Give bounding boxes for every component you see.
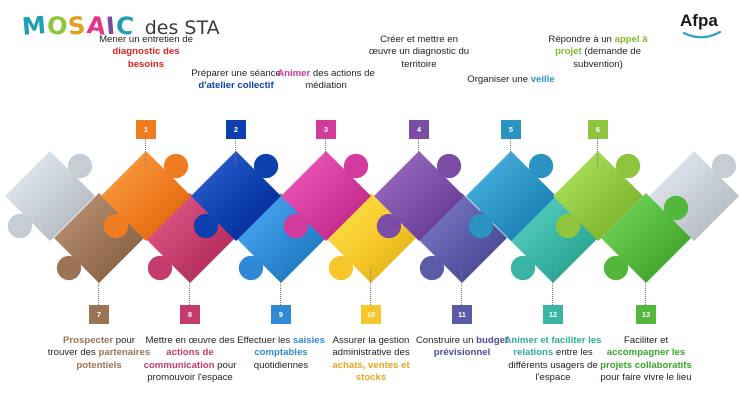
caption-text: (demande de subvention) [573, 46, 641, 70]
step-caption: Préparer une séance d'atelier collectif [184, 68, 288, 93]
connector-line [189, 268, 190, 305]
connector-line [461, 268, 462, 305]
caption-text: d'atelier collectif [198, 80, 274, 92]
step-number-badge: 13 [636, 305, 656, 324]
step-number-badge: 11 [452, 305, 472, 324]
step-caption: Faciliter et accompagner les projets col… [594, 335, 698, 384]
step-caption: Créer et mettre en œuvre un diagnostic d… [367, 34, 471, 71]
puzzle-piece-4 [374, 151, 464, 241]
step-caption: Assurer la gestion administrative des ac… [319, 335, 423, 384]
step-number-badge: 5 [501, 120, 521, 139]
caption-text: pour trouver des [47, 335, 135, 359]
connector-line [418, 139, 419, 166]
connector-line [98, 268, 99, 305]
title-subtitle: des STA [144, 17, 220, 39]
caption-text: achats, ventes et stocks [332, 359, 410, 383]
step-number-badge: 7 [89, 305, 109, 324]
step-number-badge: 6 [588, 120, 608, 139]
caption-text: Créer et mettre en œuvre un diagnostic d… [368, 34, 470, 70]
step-caption: Prospecter pour trouver des partenaires … [47, 335, 151, 372]
puzzle-piece-1 [101, 151, 191, 241]
caption-text: Mener un entretien de [99, 34, 193, 45]
connector-line [645, 268, 646, 305]
connector-line [370, 268, 371, 305]
slide-title: MOSAIC des STA [21, 11, 220, 41]
step-caption: Mettre en œuvre des actions de communica… [138, 335, 242, 384]
caption-text: Prospecter [63, 335, 114, 346]
caption-text: quotidiennes [253, 359, 309, 371]
caption-text: pour promouvoir l'espace [147, 359, 237, 383]
caption-text: entre les différents usagers de l'espace [508, 347, 598, 383]
connector-line [280, 268, 281, 305]
step-caption: Construire un budget prévisionnel [410, 335, 514, 360]
puzzle-piece-5 [466, 151, 556, 241]
step-caption: Animer des actions de médiation [274, 68, 378, 93]
step-number-badge: 10 [361, 305, 381, 324]
connector-line [597, 139, 598, 166]
step-caption: Répondre à un appel à projet (demande de… [546, 34, 650, 71]
puzzle-piece-6 [553, 151, 643, 241]
caption-text: Construire un [415, 335, 477, 346]
caption-text: Répondre à un [548, 34, 615, 45]
caption-text: pour faire vivre le lieu [600, 371, 692, 383]
caption-text: budget prévisionnel [433, 335, 509, 359]
caption-text: partenaires potentiels [76, 347, 151, 371]
step-number-badge: 3 [316, 120, 336, 139]
connector-line [510, 139, 511, 166]
caption-text: Organiser une [467, 74, 531, 85]
caption-text: des actions de médiation [305, 68, 375, 92]
caption-text: actions de communication [143, 347, 215, 371]
puzzle-piece-3 [281, 151, 371, 241]
caption-text: appel à projet [555, 34, 648, 58]
step-number-badge: 12 [543, 305, 563, 324]
step-caption: Effectuer les saisies comptables quotidi… [229, 335, 333, 372]
connector-line [145, 139, 146, 166]
step-number-badge: 1 [136, 120, 156, 139]
caption-text: veille [530, 74, 555, 85]
connector-line [325, 139, 326, 166]
step-caption: Mener un entretien de diagnostic des bes… [94, 34, 198, 71]
step-number-badge: 2 [226, 120, 246, 139]
caption-text: saisies comptables [254, 335, 325, 359]
connector-line [552, 268, 553, 305]
afpa-logo-text: Afpa [680, 11, 718, 30]
step-number-badge: 8 [180, 305, 200, 324]
step-caption: Animer et faciliter les relations entre … [501, 335, 605, 384]
caption-text: Effectuer les [237, 335, 293, 346]
caption-text: Préparer une séance [191, 68, 281, 79]
caption-text: Animer [277, 68, 311, 79]
caption-text: diagnostic des besoins [112, 46, 180, 70]
caption-text: Faciliter et [623, 335, 669, 346]
caption-text: Mettre en œuvre des [145, 335, 235, 346]
step-number-badge: 4 [409, 120, 429, 139]
puzzle-piece-end-left [5, 151, 95, 241]
step-number-badge: 9 [271, 305, 291, 324]
afpa-logo-swoosh [682, 30, 722, 39]
caption-text: accompagner les projets collaboratifs [600, 347, 692, 371]
connector-line [235, 139, 236, 166]
caption-text: Animer et faciliter les relations [504, 335, 602, 359]
caption-text: Assurer la gestion administrative des [332, 335, 410, 359]
step-caption: Organiser une veille [459, 74, 563, 86]
puzzle-piece-2 [191, 151, 281, 241]
